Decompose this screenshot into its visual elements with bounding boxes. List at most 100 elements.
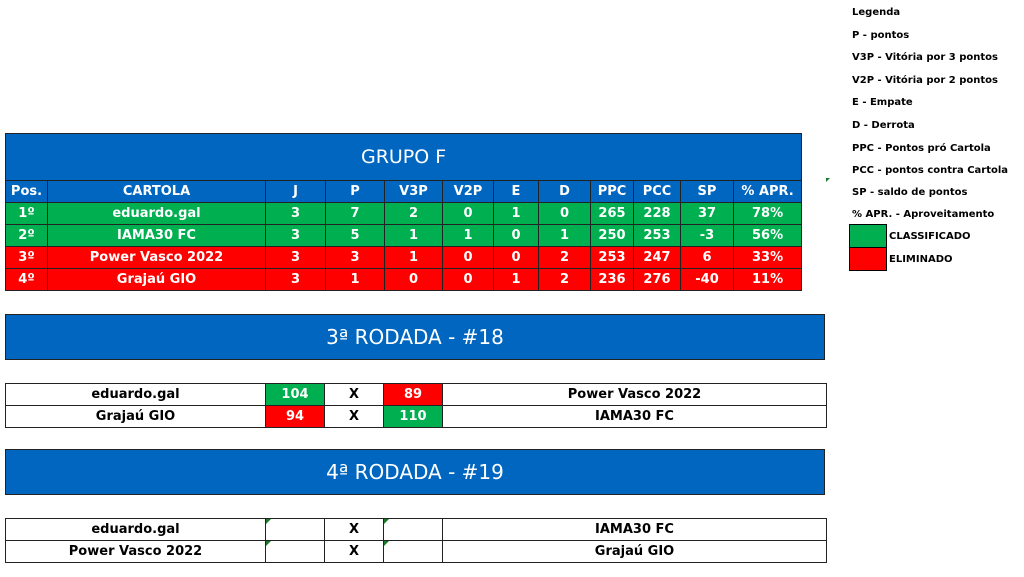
standings-cell: 2 xyxy=(538,268,591,291)
round-4-matches: eduardo.gal X IAMA30 FC Power Vasco 2022 … xyxy=(5,518,827,563)
classificado-swatch xyxy=(849,224,887,248)
legend-item: D - Derrota xyxy=(852,120,915,131)
away-team: IAMA30 FC xyxy=(442,405,827,428)
match-row: eduardo.gal 104 X 89 Power Vasco 2022 xyxy=(5,383,827,406)
standings-cell: 0 xyxy=(538,202,591,225)
column-header: V2P xyxy=(442,180,494,203)
standings-cell: 3 xyxy=(265,246,326,269)
standings-cell: 0 xyxy=(442,202,494,225)
away-team: Grajaú GIO xyxy=(442,540,827,563)
standings-cell: 1 xyxy=(384,246,443,269)
match-row: eduardo.gal X IAMA30 FC xyxy=(5,518,827,541)
standings-cell: 0 xyxy=(442,268,494,291)
away-score[interactable] xyxy=(383,540,443,563)
standings-cell: 0 xyxy=(442,246,494,269)
round-3-banner: 3ª RODADA - #18 xyxy=(5,314,825,360)
standings-row: 1º eduardo.gal 3 7 2 0 1 0 265 228 37 78% xyxy=(5,202,803,225)
away-team: Power Vasco 2022 xyxy=(442,383,827,406)
legend-title: Legenda xyxy=(852,7,901,18)
home-team: Power Vasco 2022 xyxy=(5,540,266,563)
away-score[interactable] xyxy=(383,518,443,541)
standings-cell: 3 xyxy=(325,246,385,269)
standings-cell: 236 xyxy=(590,268,634,291)
standings-cell: 1 xyxy=(325,268,385,291)
standings-cell: 33% xyxy=(732,246,803,269)
standings-cell: 2 xyxy=(538,246,591,269)
standings-cell: 253 xyxy=(590,246,634,269)
standings-cell: 3º xyxy=(5,246,48,269)
column-header: PPC xyxy=(590,180,634,203)
standings-cell: 1º xyxy=(5,202,48,225)
away-score[interactable]: 89 xyxy=(383,383,443,406)
comment-marker xyxy=(826,178,830,182)
standings-cell: 6 xyxy=(680,246,734,269)
standings-cell: 56% xyxy=(732,224,803,247)
column-header: D xyxy=(538,180,591,203)
home-team: eduardo.gal xyxy=(5,383,266,406)
legend-item: V3P - Vitória por 3 pontos xyxy=(852,52,999,63)
standings-cell: 1 xyxy=(538,224,591,247)
standings-cell: eduardo.gal xyxy=(47,202,266,225)
comment-marker xyxy=(266,519,271,524)
away-score[interactable]: 110 xyxy=(383,405,443,428)
match-row: Power Vasco 2022 X Grajaú GIO xyxy=(5,540,827,563)
standings-cell: 4º xyxy=(5,268,48,291)
column-header: % APR. xyxy=(732,180,803,203)
standings-cell: 5 xyxy=(325,224,385,247)
comment-marker xyxy=(384,519,389,524)
versus: X xyxy=(324,518,384,541)
home-score-value: 104 xyxy=(281,387,309,402)
standings-row: 4º Grajaú GIO 3 1 0 0 1 2 236 276 -40 11% xyxy=(5,268,803,291)
column-header: CARTOLA xyxy=(47,180,266,203)
column-header: E xyxy=(493,180,539,203)
match-row: Grajaú GIO 94 X 110 IAMA30 FC xyxy=(5,405,827,428)
standings-cell: 3 xyxy=(265,224,326,247)
standings-cell: Grajaú GIO xyxy=(47,268,266,291)
home-score-value: 94 xyxy=(285,409,305,424)
eliminado-swatch xyxy=(849,247,887,271)
home-team: Grajaú GIO xyxy=(5,405,266,428)
round-3-matches: eduardo.gal 104 X 89 Power Vasco 2022 Gra… xyxy=(5,383,827,428)
standings-cell: 0 xyxy=(384,268,443,291)
column-header: SP xyxy=(680,180,734,203)
column-header: P xyxy=(325,180,385,203)
standings-row: 3º Power Vasco 2022 3 3 1 0 0 2 253 247 6 33% xyxy=(5,246,803,269)
legend-item: PCC - pontos contra Cartola xyxy=(852,165,1009,176)
comment-marker xyxy=(384,541,389,546)
standings-cell: 78% xyxy=(732,202,803,225)
standings-cell: 276 xyxy=(633,268,681,291)
home-score[interactable]: 94 xyxy=(265,405,325,428)
legend-item: V2P - Vitória por 2 pontos xyxy=(852,75,999,86)
column-header: Pos. xyxy=(5,180,48,203)
standings-cell: 3 xyxy=(265,202,326,225)
standings-cell: 1 xyxy=(442,224,494,247)
standings-cell: 37 xyxy=(680,202,734,225)
standings-cell: 2º xyxy=(5,224,48,247)
eliminado-label: ELIMINADO xyxy=(889,254,953,265)
away-score-value: 110 xyxy=(399,409,427,424)
standings-cell: 11% xyxy=(732,268,803,291)
home-score[interactable] xyxy=(265,540,325,563)
standings-cell: 1 xyxy=(493,268,539,291)
home-score[interactable] xyxy=(265,518,325,541)
standings-cell: 250 xyxy=(590,224,634,247)
home-team: eduardo.gal xyxy=(5,518,266,541)
standings-cell: 228 xyxy=(633,202,681,225)
legend-item: PPC - Pontos pró Cartola xyxy=(852,143,991,154)
header-row: Pos. CARTOLA J P V3P V2P E D PPC PCC SP% APR. xyxy=(5,180,803,203)
legend-item: % APR. - Aproveitamento xyxy=(852,209,995,220)
legend-item: SP - saldo de pontos xyxy=(852,187,968,198)
standings-cell: 2 xyxy=(384,202,443,225)
standings-cell: 253 xyxy=(633,224,681,247)
round-4-banner: 4ª RODADA - #19 xyxy=(5,449,825,495)
home-score[interactable]: 104 xyxy=(265,383,325,406)
comment-marker xyxy=(266,541,271,546)
standings-cell: 0 xyxy=(493,246,539,269)
standings-table: GRUPO F Pos. CARTOLA J P V3P V2P E D PPC PCC SP% A… xyxy=(4,133,803,291)
column-header: V3P xyxy=(384,180,443,203)
legend-item: P - pontos xyxy=(852,30,910,41)
versus: X xyxy=(324,405,384,428)
standings-cell: 0 xyxy=(493,224,539,247)
away-team: IAMA30 FC xyxy=(442,518,827,541)
standings-cell: 1 xyxy=(384,224,443,247)
